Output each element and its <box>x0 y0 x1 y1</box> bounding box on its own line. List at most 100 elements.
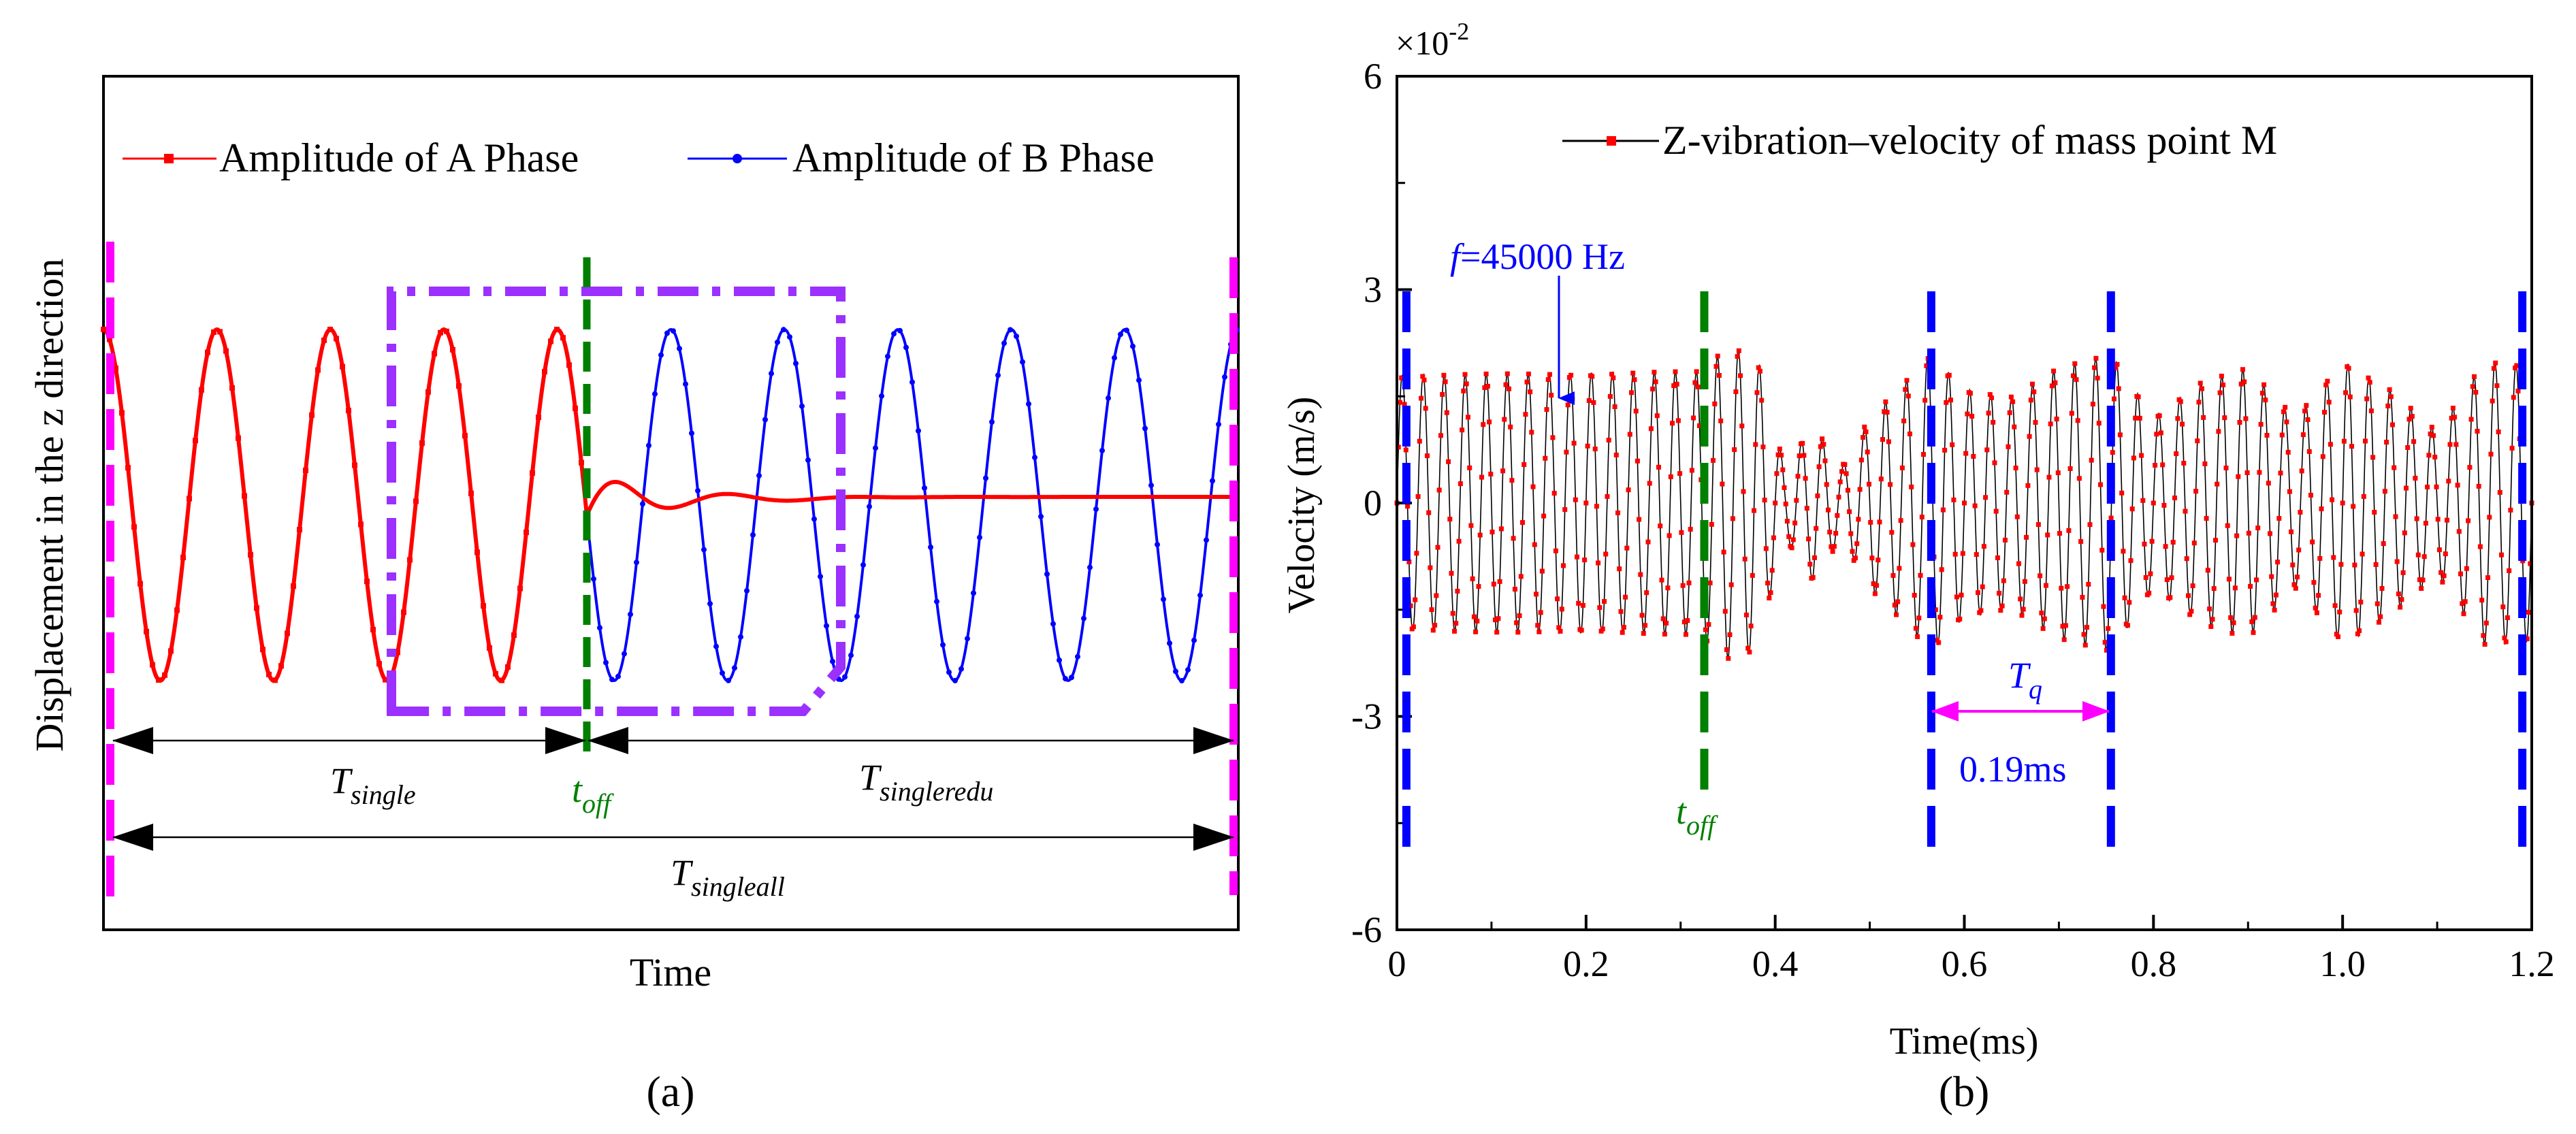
velocity-point <box>1539 568 1545 574</box>
velocity-point <box>1415 494 1421 499</box>
velocity-point <box>2276 516 2282 521</box>
velocity-point <box>2139 453 2144 458</box>
velocity-point <box>1534 592 1539 597</box>
velocity-point <box>2295 574 2300 580</box>
velocity-point <box>2296 547 2302 553</box>
velocity-point <box>2148 571 2153 577</box>
velocity-point <box>2270 601 2276 606</box>
velocity-point <box>1721 549 1726 555</box>
velocity-point <box>2396 592 2401 596</box>
velocity-point <box>1835 513 1840 518</box>
velocity-point <box>2201 415 2206 420</box>
velocity-point <box>2346 366 2351 371</box>
velocity-point <box>2213 538 2218 543</box>
velocity-point <box>1877 519 1882 525</box>
velocity-point <box>1965 411 1970 417</box>
velocity-point <box>1812 555 1817 560</box>
velocity-point <box>2211 586 2217 592</box>
velocity-point <box>2065 584 2070 589</box>
velocity-point <box>2149 538 2155 544</box>
velocity-point <box>2225 523 2230 528</box>
velocity-point <box>2066 528 2072 533</box>
velocity-point <box>2337 609 2342 615</box>
velocity-point <box>2464 566 2469 571</box>
y-tick-label: 3 <box>1364 270 1382 310</box>
velocity-point <box>1916 615 1922 621</box>
velocity-point <box>2140 498 2146 503</box>
velocity-point <box>1522 462 1527 467</box>
velocity-point <box>2158 430 2163 436</box>
velocity-point <box>2435 517 2441 522</box>
velocity-point <box>2458 571 2463 577</box>
velocity-point <box>1481 422 1486 427</box>
velocity-point <box>1822 458 1828 464</box>
velocity-point <box>2030 381 2035 387</box>
velocity-point <box>1694 369 1699 374</box>
velocity-point <box>2502 635 2507 641</box>
velocity-point <box>2016 561 2021 566</box>
velocity-point <box>1915 634 1920 639</box>
velocity-point <box>1515 630 1521 635</box>
velocity-point <box>1886 439 1891 444</box>
velocity-point <box>2505 615 2510 620</box>
velocity-point <box>1858 457 1864 463</box>
velocity-point <box>2314 610 2319 615</box>
velocity-point <box>2237 420 2242 425</box>
velocity-point <box>2390 422 2395 427</box>
velocity-point <box>2497 489 2502 495</box>
velocity-point <box>2319 506 2324 512</box>
velocity-point <box>2190 583 2195 589</box>
velocity-point <box>1488 472 1494 476</box>
velocity-point <box>2054 417 2059 422</box>
velocity-point <box>1697 423 1702 428</box>
velocity-point <box>2027 434 2032 439</box>
velocity-point <box>1630 370 1636 376</box>
velocity-point <box>2477 544 2483 549</box>
velocity-point <box>2153 463 2158 468</box>
velocity-point <box>2466 518 2471 523</box>
velocity-point <box>1559 606 1564 612</box>
velocity-point <box>1573 497 1578 502</box>
velocity-point <box>1739 423 1745 429</box>
velocity-point <box>1869 555 1875 561</box>
velocity-point <box>2305 417 2311 422</box>
velocity-point <box>1971 454 1976 459</box>
velocity-point <box>2146 590 2152 596</box>
velocity-point <box>1820 436 1825 442</box>
velocity-point <box>2025 483 2031 488</box>
velocity-point <box>2255 525 2261 531</box>
velocity-point <box>2284 419 2289 425</box>
velocity-point <box>1769 568 1775 573</box>
velocity-point <box>2524 636 2530 642</box>
velocity-point <box>2514 363 2519 368</box>
velocity-point <box>2392 465 2397 470</box>
velocity-point <box>2494 383 2500 389</box>
velocity-point <box>2461 611 2466 617</box>
velocity-point <box>1411 624 1416 630</box>
velocity-point <box>1565 402 1571 408</box>
velocity-point <box>1413 597 1418 602</box>
velocity-point <box>1529 430 1534 435</box>
velocity-point <box>1467 465 1472 470</box>
velocity-point <box>2460 601 2465 606</box>
velocity-point <box>2006 444 2011 449</box>
velocity-point <box>1861 435 1866 440</box>
x-tick-label: 0.4 <box>1752 943 1799 984</box>
velocity-point <box>2178 399 2183 404</box>
panel-b-y-multiplier: ×10-2 <box>1396 18 1469 62</box>
velocity-point <box>2405 445 2411 450</box>
velocity-point <box>2432 455 2438 459</box>
velocity-point <box>1789 545 1794 551</box>
velocity-point <box>1765 581 1771 586</box>
velocity-point <box>1621 625 1626 630</box>
velocity-point <box>1867 481 1871 487</box>
velocity-point <box>1673 369 1678 374</box>
velocity-point <box>1461 388 1466 393</box>
velocity-point <box>1556 625 1562 630</box>
velocity-point <box>2334 632 2339 637</box>
velocity-point <box>1933 607 1938 613</box>
velocity-point <box>1871 581 1876 586</box>
velocity-point <box>1674 381 1679 387</box>
velocity-point <box>2406 417 2412 422</box>
